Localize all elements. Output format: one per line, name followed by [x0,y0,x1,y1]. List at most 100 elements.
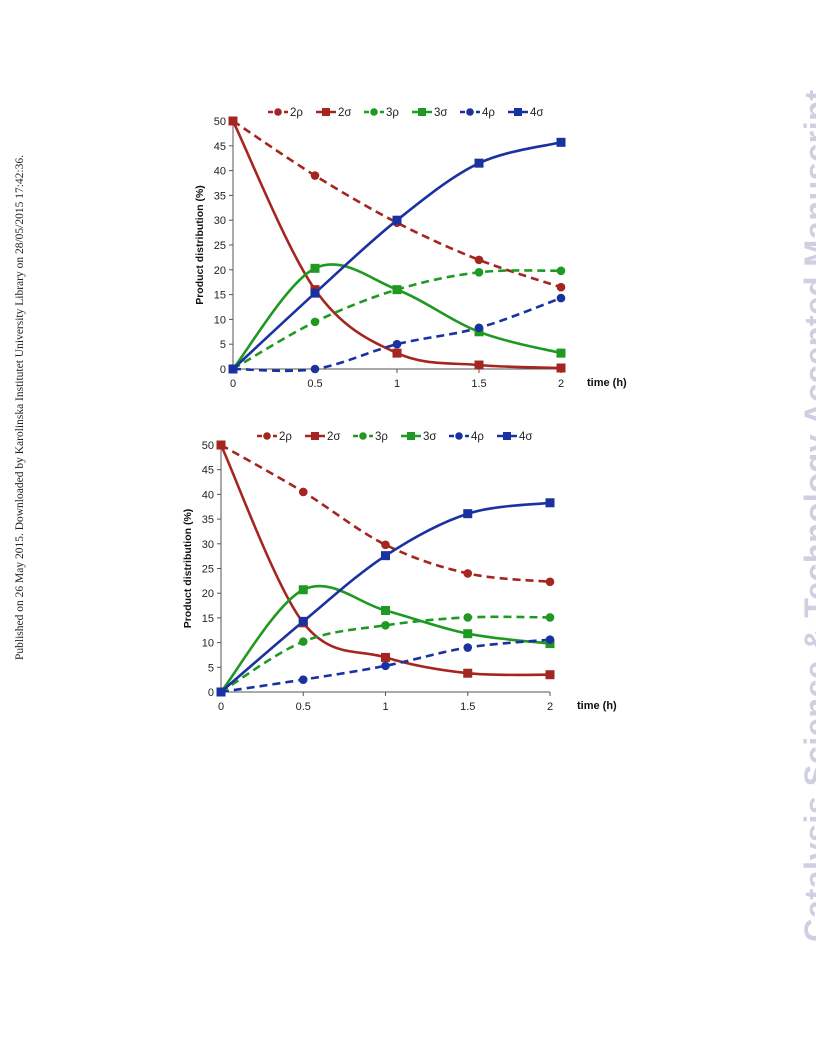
y-tick-label: 10 [214,314,226,326]
series-line-2ρ [232,119,562,289]
data-point-2ρ [474,255,484,265]
y-tick-label: 5 [220,339,226,351]
data-point-3ρ [463,613,473,622]
data-point-2σ [216,440,226,450]
data-point-4ρ [556,293,566,303]
data-point-2σ [474,360,484,370]
x-tick-label: 1 [394,378,400,390]
data-point-2σ [556,363,566,373]
legend-label-4σ: 4σ [530,107,544,119]
legend-label-3σ: 3σ [423,431,437,443]
data-point-4σ [474,158,484,168]
data-point-4σ [463,509,473,519]
legend-label-2σ: 2σ [327,431,341,443]
data-point-4σ [545,498,555,508]
y-tick-label: 15 [214,290,226,302]
x-tick-label: 0.5 [296,701,311,713]
y-tick-label: 0 [220,364,226,376]
y-tick-label: 10 [202,638,214,650]
series-line-3ρ [220,615,551,694]
data-point-2ρ [298,487,308,497]
data-point-2σ [392,348,402,358]
chart-panel-1: 0 5 10 15 20 25 30 35 40 45 50 0 0.5 1 1.5 2 Product dis… [194,107,627,390]
legend-marker-2ρ [274,108,282,116]
data-point-3ρ [474,267,484,277]
data-point-4ρ [381,661,390,671]
x-axis-title: time (h) [577,700,617,712]
x-tick-label: 0 [218,701,224,713]
y-axis-title: Product distribution (%) [194,185,206,305]
y-tick-label: 50 [202,440,214,452]
data-point-3ρ [545,613,555,622]
data-point-2ρ [556,282,566,292]
legend-label-4ρ: 4ρ [471,431,484,443]
legend-marker-2ρ [263,432,271,440]
x-axis-title: time (h) [587,377,627,389]
y-tick-label: 15 [202,613,214,625]
y-tick-label: 40 [214,166,226,178]
legend-marker-4σ [503,432,511,440]
series-line-4ρ [220,638,551,694]
legend-label-2ρ: 2ρ [290,107,303,119]
data-point-2ρ [545,577,555,587]
data-point-3σ [381,605,390,615]
series-line-2σ [219,444,551,677]
data-point-4ρ [392,339,402,349]
data-point-4ρ [298,675,308,684]
data-point-3σ [556,348,566,358]
legend-marker-2σ [322,108,330,116]
legend-marker-3σ [418,108,426,116]
series-line-3σ [219,584,551,693]
data-point-4σ [392,215,402,225]
data-point-4σ [216,687,226,697]
legend-marker-4ρ [466,108,474,116]
y-tick-label: 0 [208,687,214,699]
data-point-3σ [463,629,473,639]
y-axis-title: Product distribution (%) [182,509,194,629]
legend-label-4ρ: 4ρ [482,107,495,119]
data-point-2ρ [381,540,390,550]
legend-label-3ρ: 3ρ [386,107,399,119]
data-point-4ρ [463,643,473,652]
y-tick-label: 30 [214,215,226,227]
data-point-3σ [298,585,308,595]
legend-label-3σ: 3σ [434,107,448,119]
legend-marker-3ρ [370,108,378,116]
legend-marker-4σ [514,108,522,116]
data-point-2σ [228,116,238,126]
data-point-4σ [381,551,390,561]
data-point-3σ [310,263,320,273]
legend-marker-2σ [311,432,319,440]
y-tick-label: 25 [202,564,214,576]
series-line-2σ [231,120,562,370]
legend-marker-4ρ [455,432,463,440]
data-point-4σ [310,288,320,298]
data-point-2σ [463,668,473,678]
data-point-3ρ [310,317,320,327]
y-tick-label: 20 [214,265,226,277]
data-point-3ρ [556,266,566,276]
data-point-3σ [392,285,402,295]
y-tick-label: 20 [202,588,214,600]
y-tick-label: 45 [202,465,214,477]
legend-label-4σ: 4σ [519,431,533,443]
data-point-2ρ [310,171,320,180]
y-tick-label: 35 [202,514,214,526]
series-line-4ρ [232,296,562,373]
data-point-2σ [545,670,555,680]
x-tick-label: 1.5 [460,701,475,713]
data-point-4ρ [310,364,320,374]
x-tick-label: 1.5 [471,378,486,390]
y-tick-label: 45 [214,141,226,153]
chart-panel-2: 0 5 10 15 20 25 30 35 40 45 50 0 0.5 1 1.5 2 Product dis… [182,431,617,713]
y-tick-label: 30 [202,539,214,551]
legend-marker-3σ [407,432,415,440]
x-tick-label: 0.5 [307,378,322,390]
data-point-4σ [228,364,238,374]
data-point-3ρ [381,621,390,630]
legend-label-2σ: 2σ [338,107,352,119]
data-point-4σ [556,137,566,147]
y-tick-label: 25 [214,240,226,252]
series-line-4σ [232,141,562,370]
